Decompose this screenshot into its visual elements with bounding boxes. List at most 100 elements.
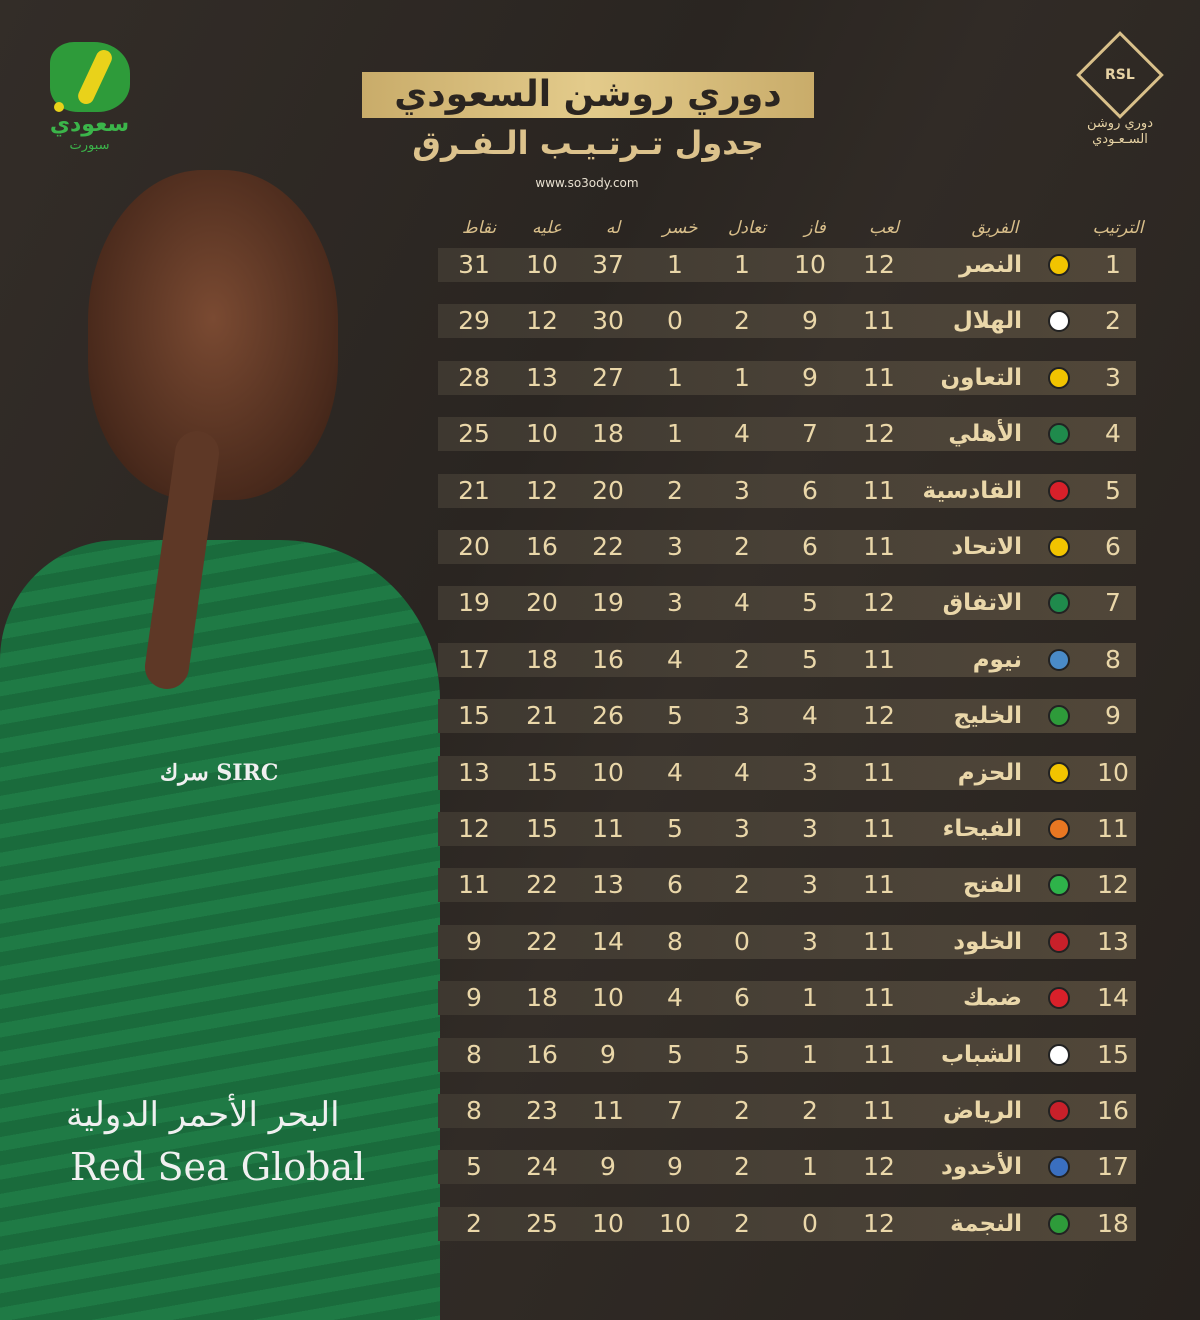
cell-rank: 2	[1105, 306, 1121, 336]
sponsor-red-sea-global: Red Sea Global	[70, 1145, 366, 1189]
cell-played: 11	[863, 870, 895, 900]
team-crest-icon	[1048, 987, 1070, 1010]
cell-gf: 11	[592, 1096, 624, 1125]
column-header-ga: عليه	[531, 218, 562, 238]
cell-gf: 26	[592, 701, 624, 731]
cell-won: 4	[802, 701, 818, 731]
team-crest-icon	[1048, 930, 1070, 953]
cell-drawn: 2	[734, 644, 750, 674]
cell-won: 5	[802, 588, 818, 618]
cell-drawn: 6	[734, 983, 750, 1013]
cell-lost: 7	[667, 1096, 683, 1125]
cell-played: 12	[863, 419, 895, 449]
cell-points: 2	[466, 1208, 482, 1238]
column-header-rank: الترتيب	[1092, 218, 1144, 238]
cell-gf: 20	[592, 475, 624, 505]
page-title: دوري روشن السعودي	[362, 72, 814, 118]
cell-won: 0	[802, 1208, 818, 1238]
cell-won: 10	[794, 250, 826, 279]
team-name: الاتفاق	[942, 590, 1022, 617]
cell-played: 11	[863, 362, 895, 392]
team-name: النصر	[959, 252, 1022, 278]
cell-ga: 10	[526, 250, 558, 279]
cell-drawn: 0	[734, 926, 750, 956]
cell-rank: 3	[1105, 362, 1121, 392]
table-row: 12 11 3 2 6 13 22 11 الفتح	[438, 868, 1136, 903]
team-name: الشباب	[940, 1041, 1022, 1068]
cell-lost: 1	[667, 362, 683, 392]
cell-won: 3	[802, 757, 818, 787]
cell-points: 28	[458, 362, 490, 392]
cell-points: 8	[466, 1039, 482, 1069]
logo-text: سعودي	[49, 112, 130, 137]
cell-played: 11	[863, 926, 895, 956]
cell-gf: 18	[592, 419, 624, 449]
team-crest-icon	[1048, 592, 1070, 615]
table-row: 10 11 3 4 4 10 15 13 الحزم	[438, 755, 1136, 790]
cell-points: 17	[458, 644, 490, 674]
team-crest-icon	[1048, 536, 1070, 558]
cell-lost: 4	[667, 983, 683, 1013]
table-row: 3 11 9 1 1 27 13 28 التعاون	[438, 360, 1136, 395]
cell-drawn: 5	[734, 1039, 750, 1069]
rsl-logo: RSL دوري روشن السـعـودي	[1076, 31, 1164, 154]
column-header-lost: خسر	[662, 218, 698, 238]
cell-ga: 18	[526, 983, 558, 1013]
cell-gf: 11	[592, 814, 624, 843]
team-name: الفيحاء	[942, 816, 1022, 842]
cell-rank: 18	[1097, 1208, 1129, 1238]
cell-points: 9	[466, 926, 482, 956]
table-row: 2 11 9 2 0 30 12 29 الهلال	[438, 304, 1136, 339]
team-crest-icon	[1048, 761, 1070, 784]
team-name: الرياض	[942, 1098, 1022, 1124]
cell-lost: 3	[667, 588, 683, 618]
website-url: www.so3ody.com	[535, 176, 639, 190]
cell-rank: 13	[1097, 926, 1129, 956]
cell-won: 6	[802, 532, 818, 561]
cell-rank: 17	[1097, 1152, 1129, 1182]
team-name: ضمك	[962, 985, 1022, 1012]
table-row: 16 11 2 2 7 11 23 8 الرياض	[438, 1094, 1136, 1128]
cell-points: 12	[458, 814, 490, 843]
team-name: الهلال	[952, 308, 1022, 335]
cell-won: 7	[802, 419, 818, 449]
cell-gf: 37	[592, 250, 624, 279]
cell-rank: 9	[1105, 701, 1121, 731]
table-row: 8 11 5 2 4 16 18 17 نيوم	[438, 642, 1136, 677]
cell-ga: 10	[526, 419, 558, 449]
team-crest-icon	[1048, 366, 1070, 389]
cell-drawn: 2	[734, 1208, 750, 1238]
column-header-gf: له	[605, 218, 621, 238]
cell-drawn: 4	[734, 757, 750, 787]
team-name: الأخدود	[941, 1154, 1022, 1181]
rsl-abbr: RSL	[1105, 66, 1135, 83]
cell-points: 9	[466, 983, 482, 1013]
cell-drawn: 2	[734, 870, 750, 900]
cell-rank: 15	[1097, 1039, 1129, 1069]
cell-played: 11	[863, 644, 895, 674]
table-row: 5 11 6 3 2 20 12 21 القادسية	[438, 473, 1136, 508]
so3ody-sport-logo: سعودي سبورت	[42, 42, 142, 153]
cell-rank: 10	[1097, 757, 1129, 787]
cell-ga: 12	[526, 306, 558, 336]
cell-lost: 3	[667, 532, 683, 561]
cell-rank: 16	[1097, 1096, 1129, 1125]
cell-points: 8	[466, 1096, 482, 1125]
cell-drawn: 1	[734, 250, 750, 279]
cell-gf: 10	[592, 983, 624, 1013]
cell-ga: 24	[526, 1152, 558, 1182]
table-row: 17 12 1 2 9 9 24 5 الأخدود	[438, 1150, 1136, 1185]
cell-rank: 6	[1105, 532, 1121, 561]
cell-played: 12	[863, 701, 895, 731]
cell-rank: 11	[1097, 814, 1129, 843]
sponsor-sirc: سرك SIRC	[160, 760, 279, 786]
rsl-name: دوري روشن السـعـودي	[1080, 116, 1160, 148]
cell-lost: 1	[667, 419, 683, 449]
cell-ga: 13	[526, 362, 558, 392]
cell-drawn: 3	[734, 814, 750, 843]
cell-drawn: 2	[734, 1152, 750, 1182]
cell-drawn: 2	[734, 1096, 750, 1125]
cell-gf: 14	[592, 926, 624, 956]
cell-drawn: 2	[734, 532, 750, 561]
team-name: الخلود	[953, 928, 1022, 955]
